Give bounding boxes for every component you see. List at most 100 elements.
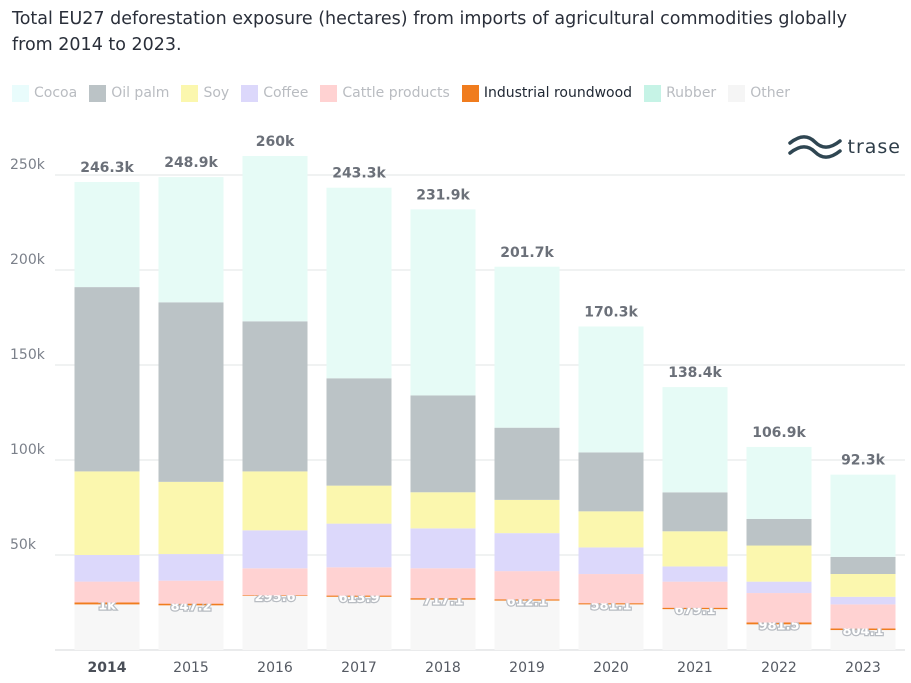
bar-total-label: 92.3k	[841, 453, 886, 469]
bar-segment-rubber	[494, 266, 560, 428]
legend-label: Industrial roundwood	[483, 85, 633, 101]
bar-segment-oil-palm	[242, 321, 308, 472]
x-tick-label: 2014	[88, 660, 127, 676]
bar-segment-industrial-roundwood	[158, 603, 224, 606]
x-tick-label: 2023	[845, 660, 881, 676]
bar-segment-industrial-roundwood	[326, 594, 392, 597]
legend-item-oil-palm[interactable]: Oil palm	[89, 84, 170, 102]
bar-segment-other	[410, 599, 476, 650]
x-tick-label: 2019	[509, 660, 545, 676]
bar-segment-cattle-products	[662, 581, 728, 608]
legend: Cocoa Oil palm Soy Coffee Cattle products Ind…	[12, 82, 802, 104]
legend-item-coffee[interactable]: Coffee	[241, 84, 309, 102]
y-tick-label: 50k	[10, 537, 37, 553]
legend-label: Rubber	[666, 85, 717, 101]
legend-item-rubber[interactable]: Rubber	[644, 84, 717, 102]
cattle-products-swatch-icon	[320, 84, 338, 102]
bar-segment-industrial-roundwood	[830, 627, 896, 631]
bar-segment-oil-palm	[410, 395, 476, 493]
bar-segment-cattle-products	[242, 568, 308, 596]
rubber-swatch-icon	[644, 84, 662, 102]
bar-segment-coffee	[746, 581, 812, 594]
bar-segment-oil-palm	[830, 556, 896, 574]
bar-segment-cattle-products	[830, 604, 896, 629]
coffee-swatch-icon	[241, 84, 259, 102]
bar-segment-industrial-roundwood	[578, 602, 644, 605]
bar-segment-soy	[746, 545, 812, 582]
bar-segment-cattle-products	[74, 581, 140, 603]
bar-segment-rubber	[74, 182, 140, 288]
cocoa-swatch-icon	[12, 84, 29, 102]
bar-segment-other	[158, 605, 224, 650]
oil-palm-swatch-icon	[89, 84, 107, 102]
bar-segment-cattle-products	[158, 580, 224, 604]
brand-logo: trase	[787, 134, 902, 160]
bar-segment-rubber	[662, 387, 728, 493]
x-tick-label: 2021	[677, 660, 713, 676]
x-tick-label: 2016	[257, 660, 293, 676]
bar-segment-other	[662, 609, 728, 650]
bar-segment-oil-palm	[326, 378, 392, 486]
y-tick-label: 150k	[10, 347, 46, 363]
bar-segment-coffee	[662, 566, 728, 582]
legend-item-industrial-roundwood[interactable]: Industrial roundwood	[461, 84, 633, 102]
bar-segment-soy	[830, 573, 896, 597]
bar-segment-industrial-roundwood	[74, 602, 140, 605]
trase-wave-icon	[787, 135, 842, 159]
bar-segment-oil-palm	[746, 518, 812, 546]
bar-segment-coffee	[326, 523, 392, 568]
bar-segment-soy	[578, 511, 644, 548]
bar-total-label: 243.3k	[332, 166, 386, 182]
brand-name: trase	[847, 136, 901, 158]
bar-segment-other	[830, 630, 896, 650]
bar-segment-other	[74, 604, 140, 650]
x-tick-label: 2015	[173, 660, 209, 676]
other-swatch-icon	[728, 84, 746, 102]
legend-label: Other	[750, 85, 790, 101]
bar-segment-coffee	[410, 528, 476, 569]
bar-segment-cattle-products	[746, 593, 812, 623]
bar-segment-other	[242, 595, 308, 650]
bar-segment-industrial-roundwood	[410, 597, 476, 600]
bar-segment-soy	[74, 471, 140, 555]
industrial-roundwood-swatch-icon	[461, 84, 479, 102]
legend-item-cocoa[interactable]: Cocoa	[12, 84, 78, 102]
bar-total-label: 201.7k	[500, 245, 554, 261]
bar-segment-rubber	[242, 156, 308, 322]
bar-segment-other	[746, 624, 812, 650]
soy-swatch-icon	[181, 84, 199, 102]
bar-total-label: 106.9k	[752, 425, 806, 441]
bar-segment-soy	[662, 531, 728, 567]
bar-segment-cattle-products	[494, 571, 560, 600]
bar-segment-rubber	[158, 177, 224, 303]
bar-segment-oil-palm	[662, 492, 728, 532]
legend-item-cattle-products[interactable]: Cattle products	[320, 84, 450, 102]
bar-segment-soy	[158, 481, 224, 555]
bar-segment-rubber	[746, 446, 812, 519]
x-tick-label: 2020	[593, 660, 629, 676]
bar-segment-industrial-roundwood	[746, 622, 812, 625]
legend-label: Oil palm	[111, 85, 170, 101]
bar-total-label: 246.3k	[80, 160, 134, 176]
chart-title: Total EU27 deforestation exposure (hecta…	[12, 9, 847, 55]
bar-segment-coffee	[578, 547, 644, 575]
legend-label: Cocoa	[34, 85, 78, 101]
y-tick-label: 250k	[10, 157, 46, 173]
bar-segment-soy	[242, 471, 308, 531]
bar-segment-rubber	[830, 474, 896, 557]
bar-segment-cattle-products	[326, 567, 392, 596]
bar-segment-oil-palm	[158, 302, 224, 482]
legend-item-other[interactable]: Other	[728, 84, 790, 102]
bar-total-label: 248.9k	[164, 155, 218, 171]
bar-total-label: 138.4k	[668, 365, 722, 381]
bar-segment-cattle-products	[410, 568, 476, 599]
bar-segment-oil-palm	[494, 427, 560, 500]
bar-segment-coffee	[158, 554, 224, 581]
legend-label: Coffee	[263, 85, 309, 101]
bar-segment-soy	[494, 499, 560, 534]
bar-segment-oil-palm	[578, 452, 644, 512]
bar-segment-coffee	[242, 530, 308, 569]
legend-item-soy[interactable]: Soy	[181, 84, 229, 102]
legend-label: Cattle products	[342, 85, 450, 101]
